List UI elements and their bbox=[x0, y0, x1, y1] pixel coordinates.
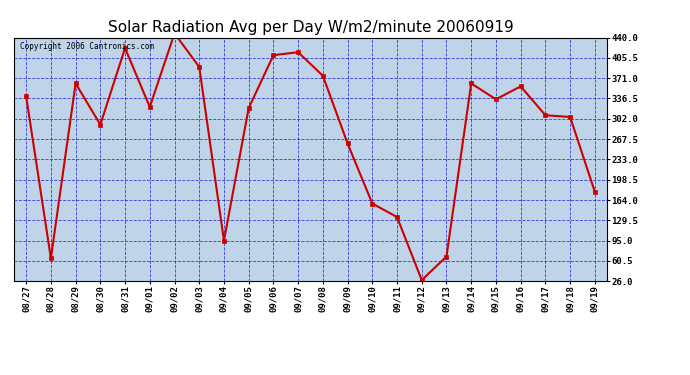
Text: Copyright 2006 Cantronics.com: Copyright 2006 Cantronics.com bbox=[20, 42, 154, 51]
Title: Solar Radiation Avg per Day W/m2/minute 20060919: Solar Radiation Avg per Day W/m2/minute … bbox=[108, 20, 513, 35]
